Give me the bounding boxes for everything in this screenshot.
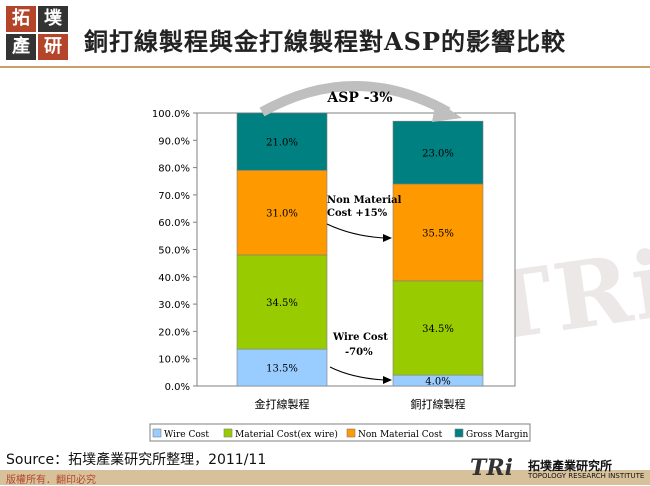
brand-name: 拓墣產業研究所 (528, 459, 613, 473)
non-material-annotation-line1: Non Material (327, 195, 402, 206)
bar-data-label: 31.0% (266, 209, 298, 220)
copyright-text: 版權所有．翻印必究 (6, 475, 96, 486)
legend-swatch (346, 428, 356, 438)
brand-block: TRi 拓墣產業研究所 TOPOLOGY RESEARCH INSTITUTE (470, 455, 650, 485)
logo-char: 研 (38, 34, 68, 60)
page-title: 銅打線製程與金打線製程對ASP的影響比較 (84, 27, 566, 56)
bar-data-label: 4.0% (425, 377, 450, 388)
bar-segment (392, 183, 484, 282)
bar-data-label: 21.0% (266, 138, 298, 149)
bar-segment (392, 120, 484, 185)
bar-data-label: 34.5% (266, 298, 298, 309)
bar-data-label: 34.5% (422, 324, 454, 335)
y-tick-label: 80.0% (158, 164, 190, 175)
y-tick-label: 70.0% (158, 191, 190, 202)
footer-bar (0, 470, 650, 485)
wire-arrow-head (383, 376, 392, 384)
y-tick-label: 100.0% (152, 109, 190, 120)
x-tick-label: 銅打線製程 (411, 397, 466, 411)
asp-arrow (259, 81, 451, 117)
legend-label: Gross Margin (466, 430, 529, 440)
bar-data-label: 13.5% (266, 364, 298, 375)
y-tick-label: 50.0% (158, 246, 190, 257)
bar-segment (392, 280, 484, 376)
x-axis-labels: 金打線製程 銅打線製程 (255, 397, 466, 411)
y-axis: 0.0% 10.0% 20.0% 30.0% 40.0% 50.0% 60.0% 70.0% 8… (152, 109, 197, 393)
legend-label: Wire Cost (164, 430, 209, 440)
logo-char: 拓 (6, 6, 36, 32)
legend-frame (149, 423, 531, 442)
legend-label: Non Material Cost (358, 430, 443, 440)
bar-data-label: 35.5% (422, 228, 454, 239)
y-tick-label: 0.0% (165, 382, 190, 393)
wire-arrow (329, 366, 385, 381)
brand-subtitle: TOPOLOGY RESEARCH INSTITUTE (528, 472, 645, 480)
asp-arrow-head (432, 100, 462, 122)
x-tick-label: 金打線製程 (255, 397, 310, 411)
legend-swatch (223, 428, 233, 438)
y-tick-label: 90.0% (158, 136, 190, 147)
source-note: Source：拓墣產業研究所整理，2011/11 (6, 452, 267, 468)
legend-label: Material Cost(ex wire) (235, 429, 338, 440)
non-material-arrow (326, 223, 385, 239)
y-tick-label: 30.0% (158, 300, 190, 311)
title-divider (0, 66, 650, 68)
brand-mark: TRi (470, 455, 514, 481)
y-tick-label: 60.0% (158, 218, 190, 229)
non-material-annotation-line2: Cost +15% (327, 208, 388, 219)
bar-segment (236, 254, 328, 350)
logo-char: 墣 (38, 6, 68, 32)
legend-swatch (152, 428, 162, 438)
bar-segment (236, 348, 328, 387)
wire-annotation-line1: Wire Cost (332, 332, 388, 343)
bars: 13.5% 34.5% 31.0% 21.0% 4.0% 34.5% 35.5% 23.0% (236, 112, 484, 388)
legend-swatch (454, 428, 464, 438)
logo: 拓 墣 產 研 (4, 4, 70, 64)
y-tick-label: 20.0% (158, 327, 190, 338)
asp-annotation: ASP -3% (326, 90, 392, 106)
y-tick-label: 10.0% (158, 355, 190, 366)
non-material-arrow-head (383, 234, 392, 242)
bar-segment (236, 112, 328, 171)
bar-data-label: 23.0% (422, 149, 454, 160)
logo-char: 產 (6, 34, 36, 60)
wire-annotation-line2: -70% (345, 347, 373, 358)
y-tick-label: 40.0% (158, 273, 190, 284)
legend: Wire Cost Material Cost(ex wire) Non Mater… (149, 423, 531, 442)
